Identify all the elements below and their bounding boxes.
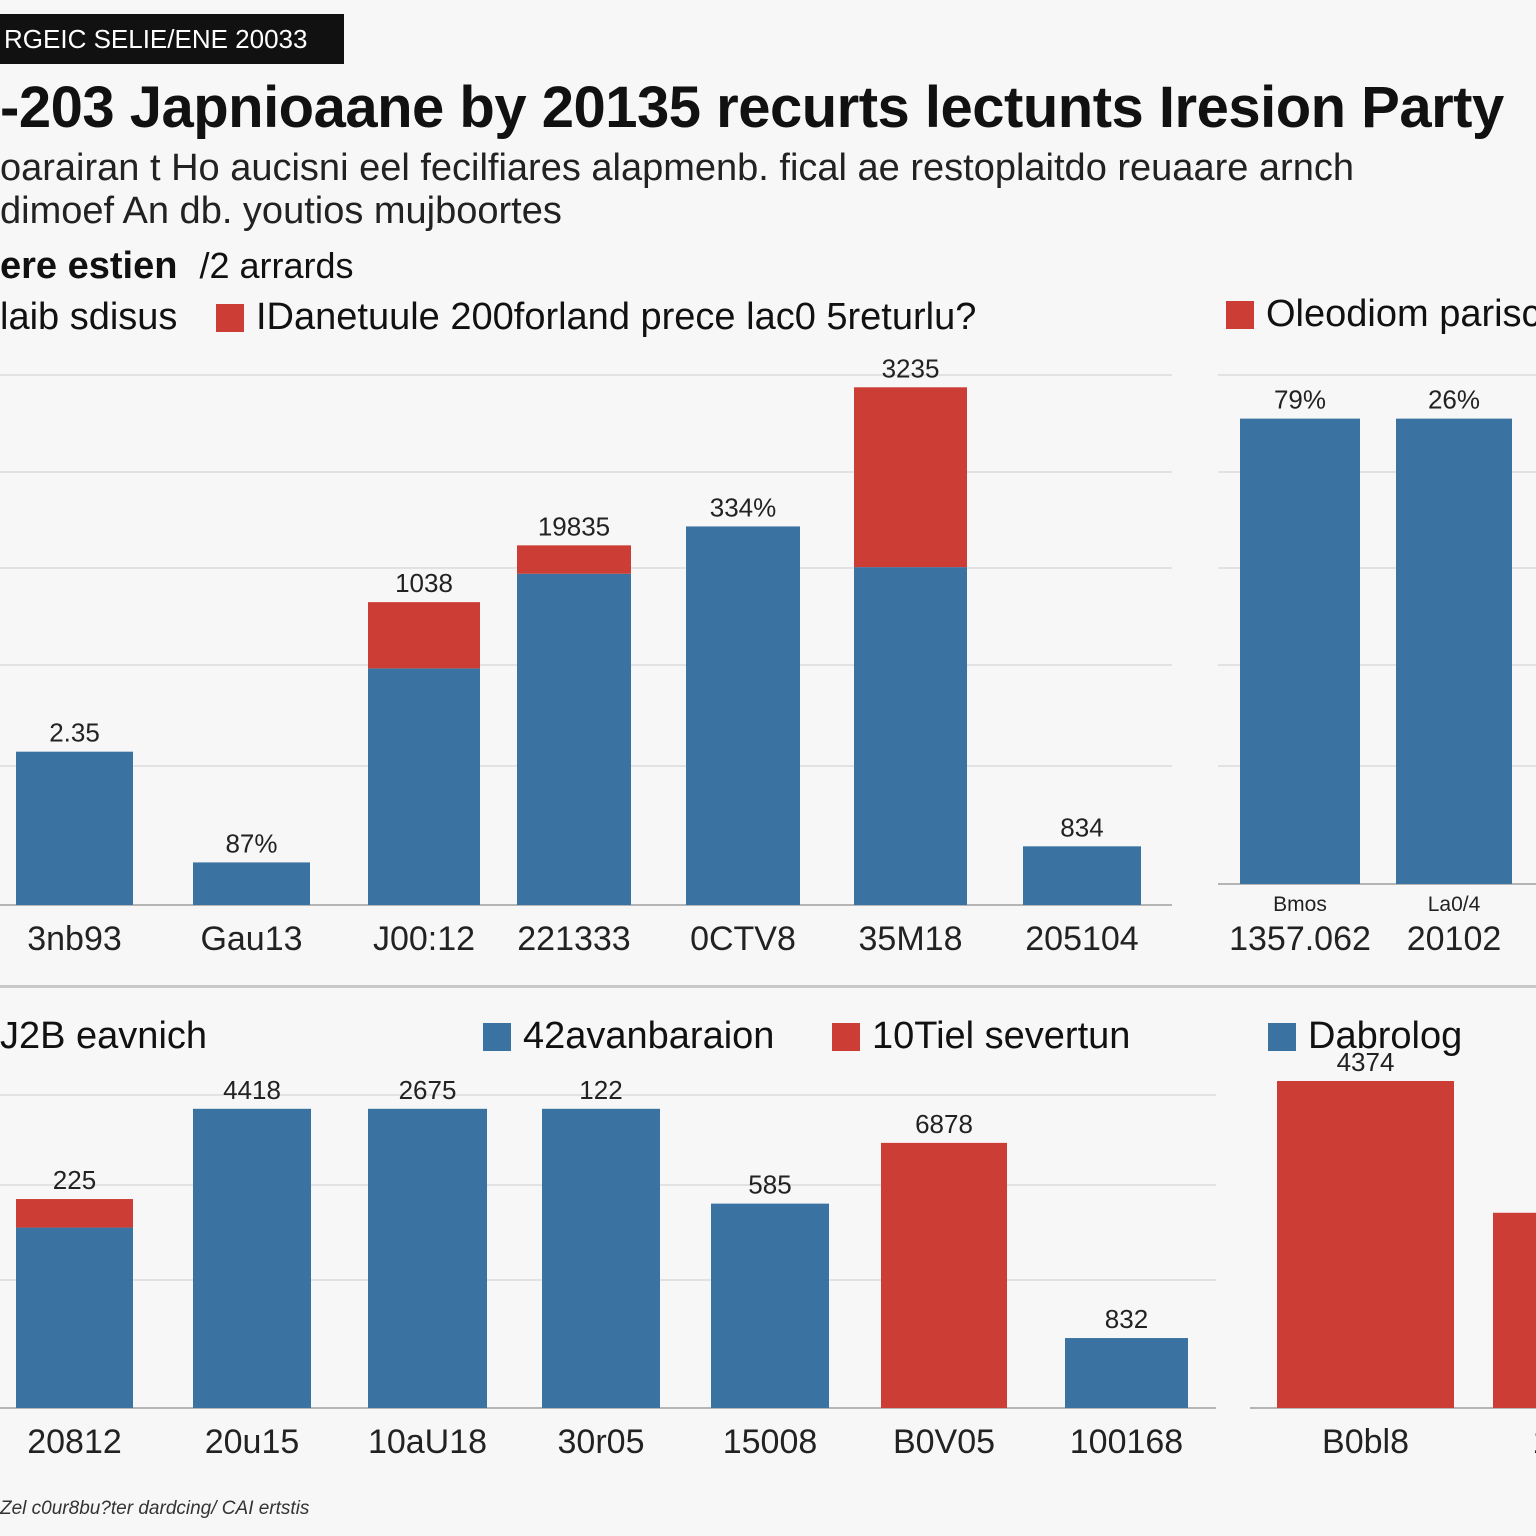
x-tick-label: 3nb93 xyxy=(27,920,122,958)
bar-segment xyxy=(193,1108,311,1408)
bar-segment xyxy=(16,1199,133,1228)
x-tick-label: 221333 xyxy=(517,920,630,958)
x-tick-label: 1. xyxy=(1532,1423,1536,1461)
legend-bottom-right-label: Dabrolog xyxy=(1308,1015,1463,1057)
bar-segment xyxy=(368,1108,487,1408)
bar-segment xyxy=(193,862,310,905)
bar-segment xyxy=(1065,1338,1188,1408)
legend-top-red: IDanetuule 200forland prece lac0 5returl… xyxy=(216,296,976,339)
legend-red-swatch xyxy=(832,1022,860,1051)
x-tick-label: Gau13 xyxy=(200,920,302,958)
data-label: 87% xyxy=(225,828,277,858)
data-label: 832 xyxy=(1105,1304,1148,1334)
x-tick-label: 205104 xyxy=(1025,920,1138,958)
legend-red-swatch xyxy=(1226,300,1254,329)
data-label: 334% xyxy=(710,492,777,522)
legend-bottom-blue: 42avanbaraion xyxy=(483,1015,774,1058)
bar-segment xyxy=(542,1108,660,1408)
data-label: 6878 xyxy=(915,1109,973,1139)
legend-top-red-label: IDanetuule 200forland prece lac0 5returl… xyxy=(256,296,977,338)
x-tick-label: B0bl8 xyxy=(1322,1423,1409,1461)
bar-segment xyxy=(1277,1081,1454,1408)
legend-bottom-blue-label: 42avanbaraion xyxy=(523,1015,775,1057)
section-label: ere estien/2 arrards xyxy=(0,245,354,288)
bar-segment xyxy=(881,1142,1007,1408)
bar-segment xyxy=(16,751,133,905)
data-label: 225 xyxy=(53,1165,96,1195)
subtitle-line-2: dimoef An db. youtios mujboortes xyxy=(0,190,562,232)
x-tick-label: 35M18 xyxy=(859,920,963,958)
data-label: 4374 xyxy=(1337,1047,1395,1077)
bar-segment xyxy=(16,1227,133,1408)
legend-bottom-left: J2B eavnich xyxy=(0,1015,207,1058)
x-tick-sublabel: La0/4 xyxy=(1428,893,1481,916)
x-tick-sublabel: Bmos xyxy=(1273,893,1327,916)
bar-segment xyxy=(1023,846,1141,905)
bar-segment xyxy=(517,545,631,574)
x-tick-label: B0V05 xyxy=(893,1423,995,1461)
legend-top-left: laib sdisus xyxy=(0,296,177,339)
x-tick-label: 30r05 xyxy=(558,1423,645,1461)
data-label: 1038 xyxy=(395,568,453,598)
bar-segment xyxy=(711,1203,829,1408)
x-tick-label: 20u15 xyxy=(205,1423,300,1461)
x-tick-label: 100168 xyxy=(1070,1423,1183,1461)
legend-bottom-left-label: J2B eavnich xyxy=(0,1015,208,1057)
data-label: 79% xyxy=(1274,385,1326,415)
bar-segment xyxy=(854,387,967,568)
legend-bottom-red: 10Tiel severtun xyxy=(832,1015,1130,1058)
section-label-bold: ere estien xyxy=(0,245,178,287)
footnote: Zel c0ur8bu?ter dardcing/ CAI ertstis xyxy=(0,1498,310,1519)
x-tick-label: 20102 xyxy=(1407,920,1502,958)
subtitle-line-1: oarairan t Ho aucisni eel fecilfiares al… xyxy=(0,147,1354,189)
bar-segment xyxy=(517,573,631,905)
section-label-rest: /2 arrards xyxy=(199,245,354,286)
data-label: 4418 xyxy=(223,1075,281,1105)
data-label: 585 xyxy=(748,1170,791,1200)
data-label: 2.35 xyxy=(49,718,100,748)
bar-segment xyxy=(368,668,480,905)
panel-divider xyxy=(0,985,1536,988)
data-label: 26% xyxy=(1428,385,1480,415)
legend-red-swatch xyxy=(216,303,244,332)
legend-bottom-right: Dabrolog xyxy=(1268,1015,1462,1058)
data-label: 834 xyxy=(1060,812,1103,842)
page-title: -203 Japnioaane by 20135 recurts lectunt… xyxy=(0,75,1504,140)
data-label: 3235 xyxy=(882,353,940,383)
legend-blue-swatch xyxy=(1268,1022,1296,1051)
bar-segment xyxy=(686,526,800,905)
legend-bottom-red-label: 10Tiel severtun xyxy=(872,1015,1131,1057)
header-tag: RGEIC SELIE/ENE 20033 xyxy=(0,14,344,64)
legend-top-right: Oleodiom parisc xyxy=(1226,293,1536,336)
x-tick-label: 1357.062 xyxy=(1229,920,1371,958)
x-tick-label: J00:12 xyxy=(373,920,475,958)
legend-top-left-label: laib sdisus xyxy=(0,296,178,338)
data-label: 2675 xyxy=(399,1075,457,1105)
x-tick-label: 20812 xyxy=(27,1423,122,1461)
data-label: 19835 xyxy=(538,511,610,541)
bar-segment xyxy=(854,567,967,905)
bar-segment xyxy=(1396,418,1512,884)
data-label: 122 xyxy=(579,1075,622,1105)
x-tick-label: 0CTV8 xyxy=(690,920,796,958)
x-tick-label: 10aU18 xyxy=(368,1423,487,1461)
legend-blue-swatch xyxy=(483,1022,511,1051)
bar-segment xyxy=(1493,1212,1536,1408)
x-tick-label: 15008 xyxy=(723,1423,818,1461)
bar-segment xyxy=(1240,418,1360,884)
bar-segment xyxy=(368,602,480,669)
legend-top-right-label: Oleodiom parisc xyxy=(1266,293,1536,335)
